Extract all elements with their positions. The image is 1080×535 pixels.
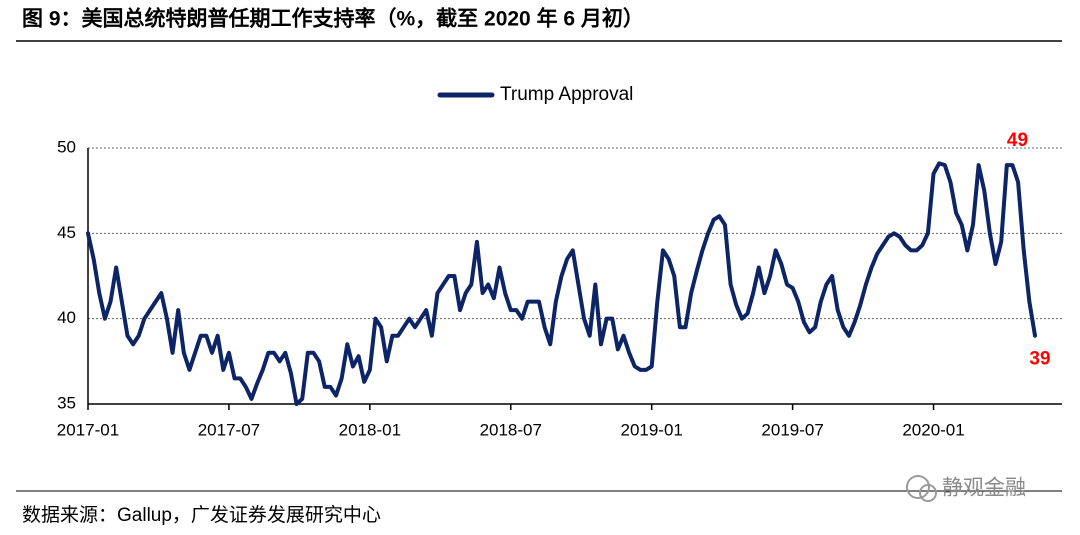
chart-title: 图 9：美国总统特朗普任期工作支持率（%，截至 2020 年 6 月初） — [22, 7, 644, 31]
watermark-icon — [906, 475, 937, 502]
y-tick-label: 35 — [57, 393, 76, 412]
x-tick-label: 2017-07 — [198, 420, 260, 439]
x-tick-label: 2018-07 — [480, 420, 542, 439]
x-tick-label: 2017-01 — [57, 420, 119, 439]
source: 数据来源：Gallup，广发证券发展研究中心 — [22, 504, 381, 526]
x-tick-label: 2019-01 — [620, 420, 682, 439]
y-tick-label: 50 — [57, 137, 76, 156]
data-label: 39 — [1029, 349, 1050, 370]
legend-label: Trump Approval — [500, 84, 633, 105]
x-tick-label: 2018-01 — [339, 420, 401, 439]
watermark: 静观金融 — [942, 477, 1026, 500]
data-label: 49 — [1007, 130, 1028, 151]
x-tick-label: 2019-07 — [761, 420, 823, 439]
series-line — [86, 161, 1037, 406]
x-tick-label: 2020-01 — [902, 420, 964, 439]
y-tick-label: 40 — [57, 308, 76, 327]
y-tick-label: 45 — [57, 223, 76, 242]
